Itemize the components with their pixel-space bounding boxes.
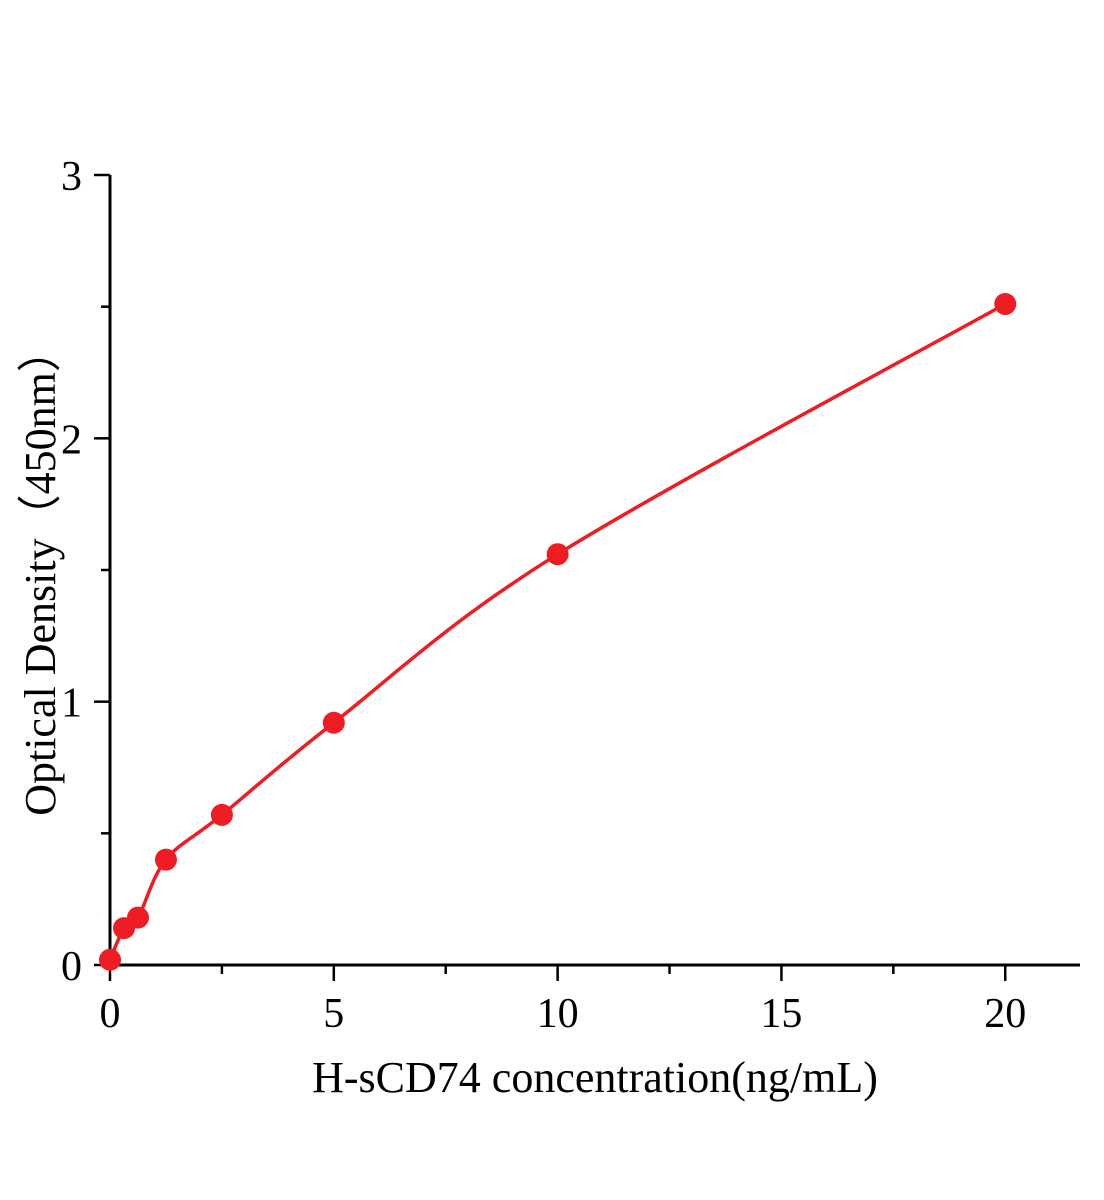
x-tick-label: 5 (323, 991, 344, 1037)
y-axis-label: Optical Density（450nm） (16, 328, 65, 816)
data-point-marker (994, 293, 1017, 316)
y-tick-label: 0 (61, 944, 82, 990)
y-tick-label: 1 (61, 681, 82, 727)
fit-curve (108, 302, 1007, 962)
data-point-marker (126, 906, 149, 929)
x-tick-label: 10 (537, 991, 579, 1037)
x-tick-label: 0 (100, 991, 121, 1037)
data-point-marker (546, 543, 569, 566)
data-point-marker (154, 848, 177, 871)
data-point-marker (99, 948, 121, 971)
y-tick-label: 3 (61, 154, 82, 200)
x-axis-label: H-sCD74 concentration(ng/mL) (312, 1053, 878, 1102)
data-point-marker (210, 803, 233, 826)
x-tick-label: 15 (760, 991, 802, 1037)
x-tick-label: 20 (984, 991, 1026, 1037)
data-point-marker (322, 711, 345, 734)
y-tick-label: 2 (61, 417, 82, 463)
